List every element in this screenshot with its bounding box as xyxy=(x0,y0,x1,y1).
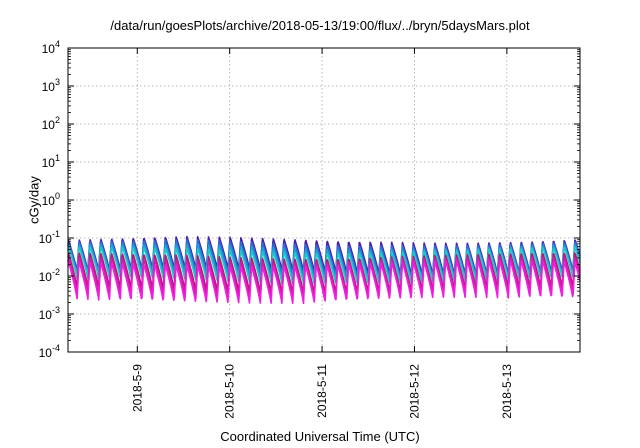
series-lines xyxy=(67,235,581,305)
y-tick-label: 10-3 xyxy=(39,305,60,322)
x-tick-label: 2018-5-11 xyxy=(315,364,329,418)
series-line xyxy=(67,260,581,305)
y-tick-label: 102 xyxy=(42,115,60,132)
x-tick-label: 2018-5-9 xyxy=(130,364,144,412)
x-tick-label: 2018-5-10 xyxy=(223,364,237,419)
x-tick-label: 2018-5-12 xyxy=(407,364,421,419)
x-tick-label: 2018-5-13 xyxy=(500,364,514,419)
y-tick-label: 104 xyxy=(42,39,60,56)
y-tick-label: 10-4 xyxy=(39,343,60,360)
x-axis-label: Coordinated Universal Time (UTC) xyxy=(220,429,420,444)
y-tick-label: 10-1 xyxy=(39,229,60,246)
y-axis-label: cGy/day xyxy=(26,176,42,224)
grid-lines xyxy=(68,48,580,352)
y-tick-label: 10-2 xyxy=(39,267,60,284)
x-tick-labels: 2018-5-9 2018-5-10 2018-5-11 2018-5-12 2018-… xyxy=(130,364,514,419)
y-tick-label: 101 xyxy=(42,153,60,170)
y-tick-label: 100 xyxy=(42,191,60,208)
axis-ticks xyxy=(68,47,580,353)
y-tick-labels: 10-4 10-3 10-2 10-1 100 101 102 103 104 xyxy=(39,39,60,360)
chart-title: /data/run/goesPlots/archive/2018-05-13/1… xyxy=(110,18,530,33)
y-tick-label: 103 xyxy=(42,77,60,94)
